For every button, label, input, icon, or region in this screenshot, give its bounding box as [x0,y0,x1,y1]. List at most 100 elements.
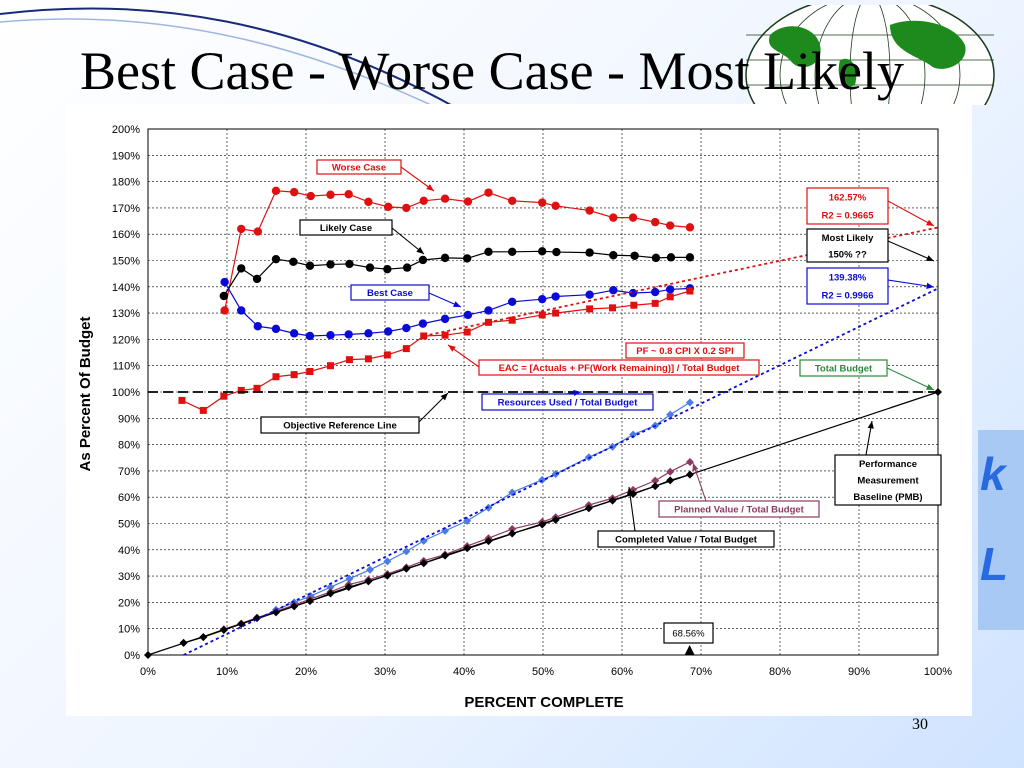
resources-used-total-budget-point [551,470,560,479]
best-case-point [237,306,246,315]
worse-case-point [220,306,229,315]
y-tick-label: 170% [112,203,140,215]
likely-case-point [237,264,246,273]
callout-box [834,454,942,506]
best-case-point [364,329,373,338]
annotation-total: Total Budget [815,364,873,375]
eac-point [306,367,314,375]
resources-used-total-budget-point [383,557,392,566]
x-tick-label: 10% [216,666,238,678]
likely-case-point [326,260,335,269]
best-case-point [418,319,428,328]
side-decoration: k L [978,430,1024,630]
annotation-best: Best Case [367,288,413,299]
best-case-point [271,324,281,334]
likely-case-point [552,247,561,257]
annotation-ml2: 150% ?? [828,249,867,260]
callout-box [806,267,889,305]
worse-case-point [306,191,315,201]
callout-box [806,187,889,225]
chart-annotations: Worse Case Likely Case Best Case 162.57% R2 … [260,159,942,655]
arrow-head [926,282,934,289]
callout-arrow [886,367,935,391]
eac-point [552,309,560,317]
arrow-head [453,301,461,307]
eac-point [199,406,207,414]
eac-point [237,386,245,394]
x-tick-label: 30% [374,666,396,678]
likely-case-point [666,253,676,262]
eac-point [586,305,594,313]
likely-case-point [538,247,547,256]
y-axis-label: As Percent Of Budget [77,316,94,471]
likely-case-point [289,257,298,267]
eac-point [686,287,694,295]
resources-used-total-budget-point [402,547,411,556]
resources-used-total-budget-point [326,583,335,592]
arrow-head [440,393,448,401]
likely-case-point [365,263,375,272]
eac-point [178,396,186,404]
y-tick-label: 180% [112,177,140,189]
likely-case-point [418,255,428,265]
callout-box [663,622,714,644]
callout-box [806,228,889,263]
best-case-point [538,294,547,304]
best-case-trend-line [183,287,939,656]
eac-point [253,384,261,392]
planned-value-total-budget-point [666,467,675,476]
best-case-point [665,285,675,294]
worse-case-point [402,203,411,213]
arrow-head [426,184,434,191]
arrow-head [626,487,634,495]
annotation-pmb2: Measurement [857,476,919,487]
likely-case-point [219,291,229,301]
annotation-cur: 68.56% [672,629,705,640]
worse-case-point [253,227,263,236]
annotation-pv: Planned Value / Total Budget [674,505,805,516]
callout-box [625,342,745,359]
callout-arrow [628,486,636,532]
y-tick-label: 70% [118,466,140,478]
likely-case-point [651,253,661,263]
evm-line-chart: 0% 10% 20% 30% 40% 50% 60% 70% 80% 90% 100% 110% 120… [77,124,952,711]
eac-point [326,362,334,370]
annotation-r2b: R2 = 0.9966 [821,291,873,302]
best-case-point [609,286,618,295]
chart-series [144,186,942,659]
x-axis-ticks: 0% 10% 20% 30% 40% 50% 60% 70% 80% 90% 100% [140,666,952,678]
y-tick-label: 190% [112,150,140,162]
best-case-point [383,327,393,336]
arrow-head [926,219,934,226]
likely-case-point [402,263,412,272]
resources-used-total-budget-point [365,565,374,574]
eac-point [666,293,674,301]
worse-case-point [585,206,594,215]
annotation-r2a: 139.38% [829,273,867,284]
worse-case-point [609,213,618,222]
best-case-point [289,329,299,338]
worse-case-point [271,186,281,196]
arrow-head [573,389,581,397]
svg-text:L: L [980,538,1008,590]
arrow-head [692,463,699,471]
eac-point [383,351,391,359]
callout-arrow [887,279,935,288]
y-tick-label: 40% [118,545,140,557]
y-tick-label: 30% [118,571,140,583]
eac-point [651,299,659,307]
arrow-head [448,345,456,352]
worse-case-point [344,190,353,199]
eac-point [420,332,428,340]
likely-case-point [345,259,354,269]
best-case-point [650,287,660,297]
arrow-head [867,421,874,429]
y-tick-label: 130% [112,308,140,320]
annotation-res: Resources Used / Total Budget [498,398,639,409]
x-tick-label: 40% [453,666,475,678]
callout-box [260,416,420,434]
best-case-point [440,314,450,324]
arrow-head [926,384,934,390]
annotation-pmb3: Baseline (PMB) [853,492,922,503]
callout-box [478,359,760,376]
